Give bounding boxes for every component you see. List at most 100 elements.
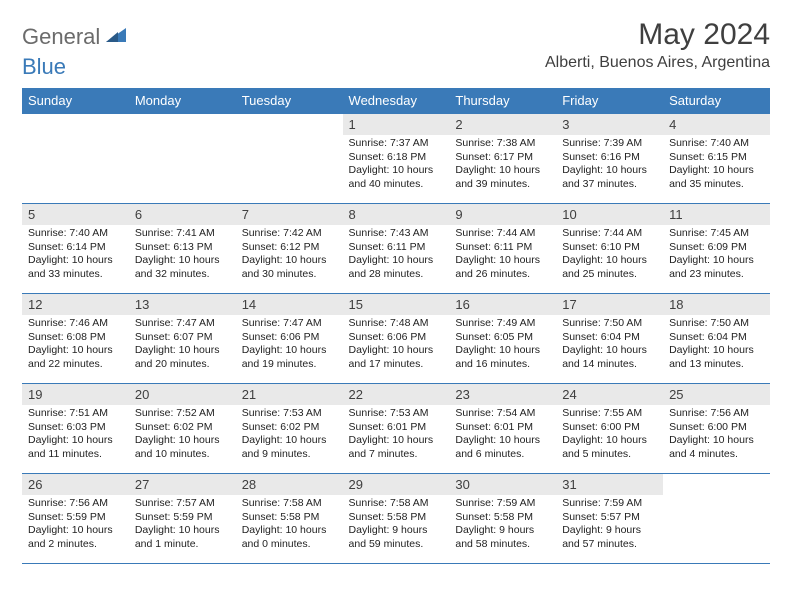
calendar-week-row: 12Sunrise: 7:46 AMSunset: 6:08 PMDayligh… [22,294,770,384]
sunset-text: Sunset: 6:04 PM [562,331,657,345]
sunset-text: Sunset: 6:12 PM [242,241,337,255]
sunrise-text: Sunrise: 7:58 AM [242,497,337,511]
day-number: 14 [236,294,343,315]
calendar-cell: 23Sunrise: 7:54 AMSunset: 6:01 PMDayligh… [449,384,556,474]
day-number: 13 [129,294,236,315]
calendar-cell: 26Sunrise: 7:56 AMSunset: 5:59 PMDayligh… [22,474,129,564]
calendar-cell [236,114,343,204]
sunset-text: Sunset: 6:18 PM [349,151,444,165]
sunrise-text: Sunrise: 7:56 AM [669,407,764,421]
calendar-cell: 19Sunrise: 7:51 AMSunset: 6:03 PMDayligh… [22,384,129,474]
day-number: 7 [236,204,343,225]
day-number: 23 [449,384,556,405]
daylight-text: Daylight: 10 hours and 32 minutes. [135,254,230,281]
daylight-text: Daylight: 10 hours and 11 minutes. [28,434,123,461]
sunset-text: Sunset: 6:17 PM [455,151,550,165]
day-number: 6 [129,204,236,225]
daylight-text: Daylight: 10 hours and 37 minutes. [562,164,657,191]
day-number: 11 [663,204,770,225]
calendar-cell: 11Sunrise: 7:45 AMSunset: 6:09 PMDayligh… [663,204,770,294]
day-details: Sunrise: 7:54 AMSunset: 6:01 PMDaylight:… [449,405,556,466]
day-number: 9 [449,204,556,225]
sunset-text: Sunset: 6:02 PM [242,421,337,435]
calendar-cell: 30Sunrise: 7:59 AMSunset: 5:58 PMDayligh… [449,474,556,564]
calendar-cell: 22Sunrise: 7:53 AMSunset: 6:01 PMDayligh… [343,384,450,474]
sunrise-text: Sunrise: 7:54 AM [455,407,550,421]
calendar-cell: 10Sunrise: 7:44 AMSunset: 6:10 PMDayligh… [556,204,663,294]
day-number: 15 [343,294,450,315]
weekday-header: Wednesday [343,88,450,114]
sunrise-text: Sunrise: 7:39 AM [562,137,657,151]
sunrise-text: Sunrise: 7:56 AM [28,497,123,511]
sunrise-text: Sunrise: 7:53 AM [242,407,337,421]
calendar-cell: 14Sunrise: 7:47 AMSunset: 6:06 PMDayligh… [236,294,343,384]
sunset-text: Sunset: 6:07 PM [135,331,230,345]
calendar-cell: 20Sunrise: 7:52 AMSunset: 6:02 PMDayligh… [129,384,236,474]
sunrise-text: Sunrise: 7:52 AM [135,407,230,421]
sunset-text: Sunset: 6:14 PM [28,241,123,255]
sunrise-text: Sunrise: 7:42 AM [242,227,337,241]
sunset-text: Sunset: 6:11 PM [349,241,444,255]
sunrise-text: Sunrise: 7:50 AM [669,317,764,331]
calendar-table: Sunday Monday Tuesday Wednesday Thursday… [22,88,770,564]
day-details: Sunrise: 7:53 AMSunset: 6:01 PMDaylight:… [343,405,450,466]
sunrise-text: Sunrise: 7:58 AM [349,497,444,511]
sunrise-text: Sunrise: 7:50 AM [562,317,657,331]
day-number: 29 [343,474,450,495]
sunrise-text: Sunrise: 7:37 AM [349,137,444,151]
weekday-header: Sunday [22,88,129,114]
calendar-cell: 21Sunrise: 7:53 AMSunset: 6:02 PMDayligh… [236,384,343,474]
daylight-text: Daylight: 10 hours and 14 minutes. [562,344,657,371]
daylight-text: Daylight: 10 hours and 0 minutes. [242,524,337,551]
day-number: 5 [22,204,129,225]
month-title: May 2024 [545,18,770,52]
day-number: 20 [129,384,236,405]
sunset-text: Sunset: 6:13 PM [135,241,230,255]
daylight-text: Daylight: 10 hours and 33 minutes. [28,254,123,281]
sunset-text: Sunset: 5:59 PM [28,511,123,525]
day-details: Sunrise: 7:40 AMSunset: 6:15 PMDaylight:… [663,135,770,196]
sunset-text: Sunset: 6:02 PM [135,421,230,435]
daylight-text: Daylight: 10 hours and 17 minutes. [349,344,444,371]
sunset-text: Sunset: 6:10 PM [562,241,657,255]
daylight-text: Daylight: 10 hours and 30 minutes. [242,254,337,281]
calendar-cell: 4Sunrise: 7:40 AMSunset: 6:15 PMDaylight… [663,114,770,204]
sunrise-text: Sunrise: 7:57 AM [135,497,230,511]
daylight-text: Daylight: 10 hours and 2 minutes. [28,524,123,551]
calendar-week-row: 26Sunrise: 7:56 AMSunset: 5:59 PMDayligh… [22,474,770,564]
sunset-text: Sunset: 5:58 PM [455,511,550,525]
weekday-header: Friday [556,88,663,114]
day-details: Sunrise: 7:43 AMSunset: 6:11 PMDaylight:… [343,225,450,286]
weekday-header: Saturday [663,88,770,114]
logo-sail-icon [104,24,128,49]
calendar-cell: 7 Sunrise: 7:42 AMSunset: 6:12 PMDaylight… [236,204,343,294]
sunrise-text: Sunrise: 7:38 AM [455,137,550,151]
weekday-header: Monday [129,88,236,114]
calendar-cell: 1Sunrise: 7:37 AMSunset: 6:18 PMDaylight… [343,114,450,204]
sunset-text: Sunset: 5:59 PM [135,511,230,525]
day-number: 17 [556,294,663,315]
location: Alberti, Buenos Aires, Argentina [545,54,770,72]
calendar-cell: 29Sunrise: 7:58 AMSunset: 5:58 PMDayligh… [343,474,450,564]
day-details: Sunrise: 7:50 AMSunset: 6:04 PMDaylight:… [556,315,663,376]
calendar-cell: 27 Sunrise: 7:57 AMSunset: 5:59 PMDayligh… [129,474,236,564]
daylight-text: Daylight: 10 hours and 19 minutes. [242,344,337,371]
calendar-week-row: 1Sunrise: 7:37 AMSunset: 6:18 PMDaylight… [22,114,770,204]
day-number: 31 [556,474,663,495]
day-details: Sunrise: 7:44 AMSunset: 6:10 PMDaylight:… [556,225,663,286]
day-number: 24 [556,384,663,405]
day-number: 19 [22,384,129,405]
calendar-cell: 24Sunrise: 7:55 AMSunset: 6:00 PMDayligh… [556,384,663,474]
day-details: Sunrise: 7:38 AMSunset: 6:17 PMDaylight:… [449,135,556,196]
day-details: Sunrise: 7:41 AMSunset: 6:13 PMDaylight:… [129,225,236,286]
day-number: 27 [129,474,236,495]
daylight-text: Daylight: 9 hours and 58 minutes. [455,524,550,551]
sunrise-text: Sunrise: 7:49 AM [455,317,550,331]
daylight-text: Daylight: 10 hours and 4 minutes. [669,434,764,461]
day-number: 8 [343,204,450,225]
daylight-text: Daylight: 10 hours and 1 minute. [135,524,230,551]
logo: General [22,18,130,50]
calendar-cell: 6Sunrise: 7:41 AMSunset: 6:13 PMDaylight… [129,204,236,294]
day-details: Sunrise: 7:56 AMSunset: 6:00 PMDaylight:… [663,405,770,466]
daylight-text: Daylight: 10 hours and 7 minutes. [349,434,444,461]
